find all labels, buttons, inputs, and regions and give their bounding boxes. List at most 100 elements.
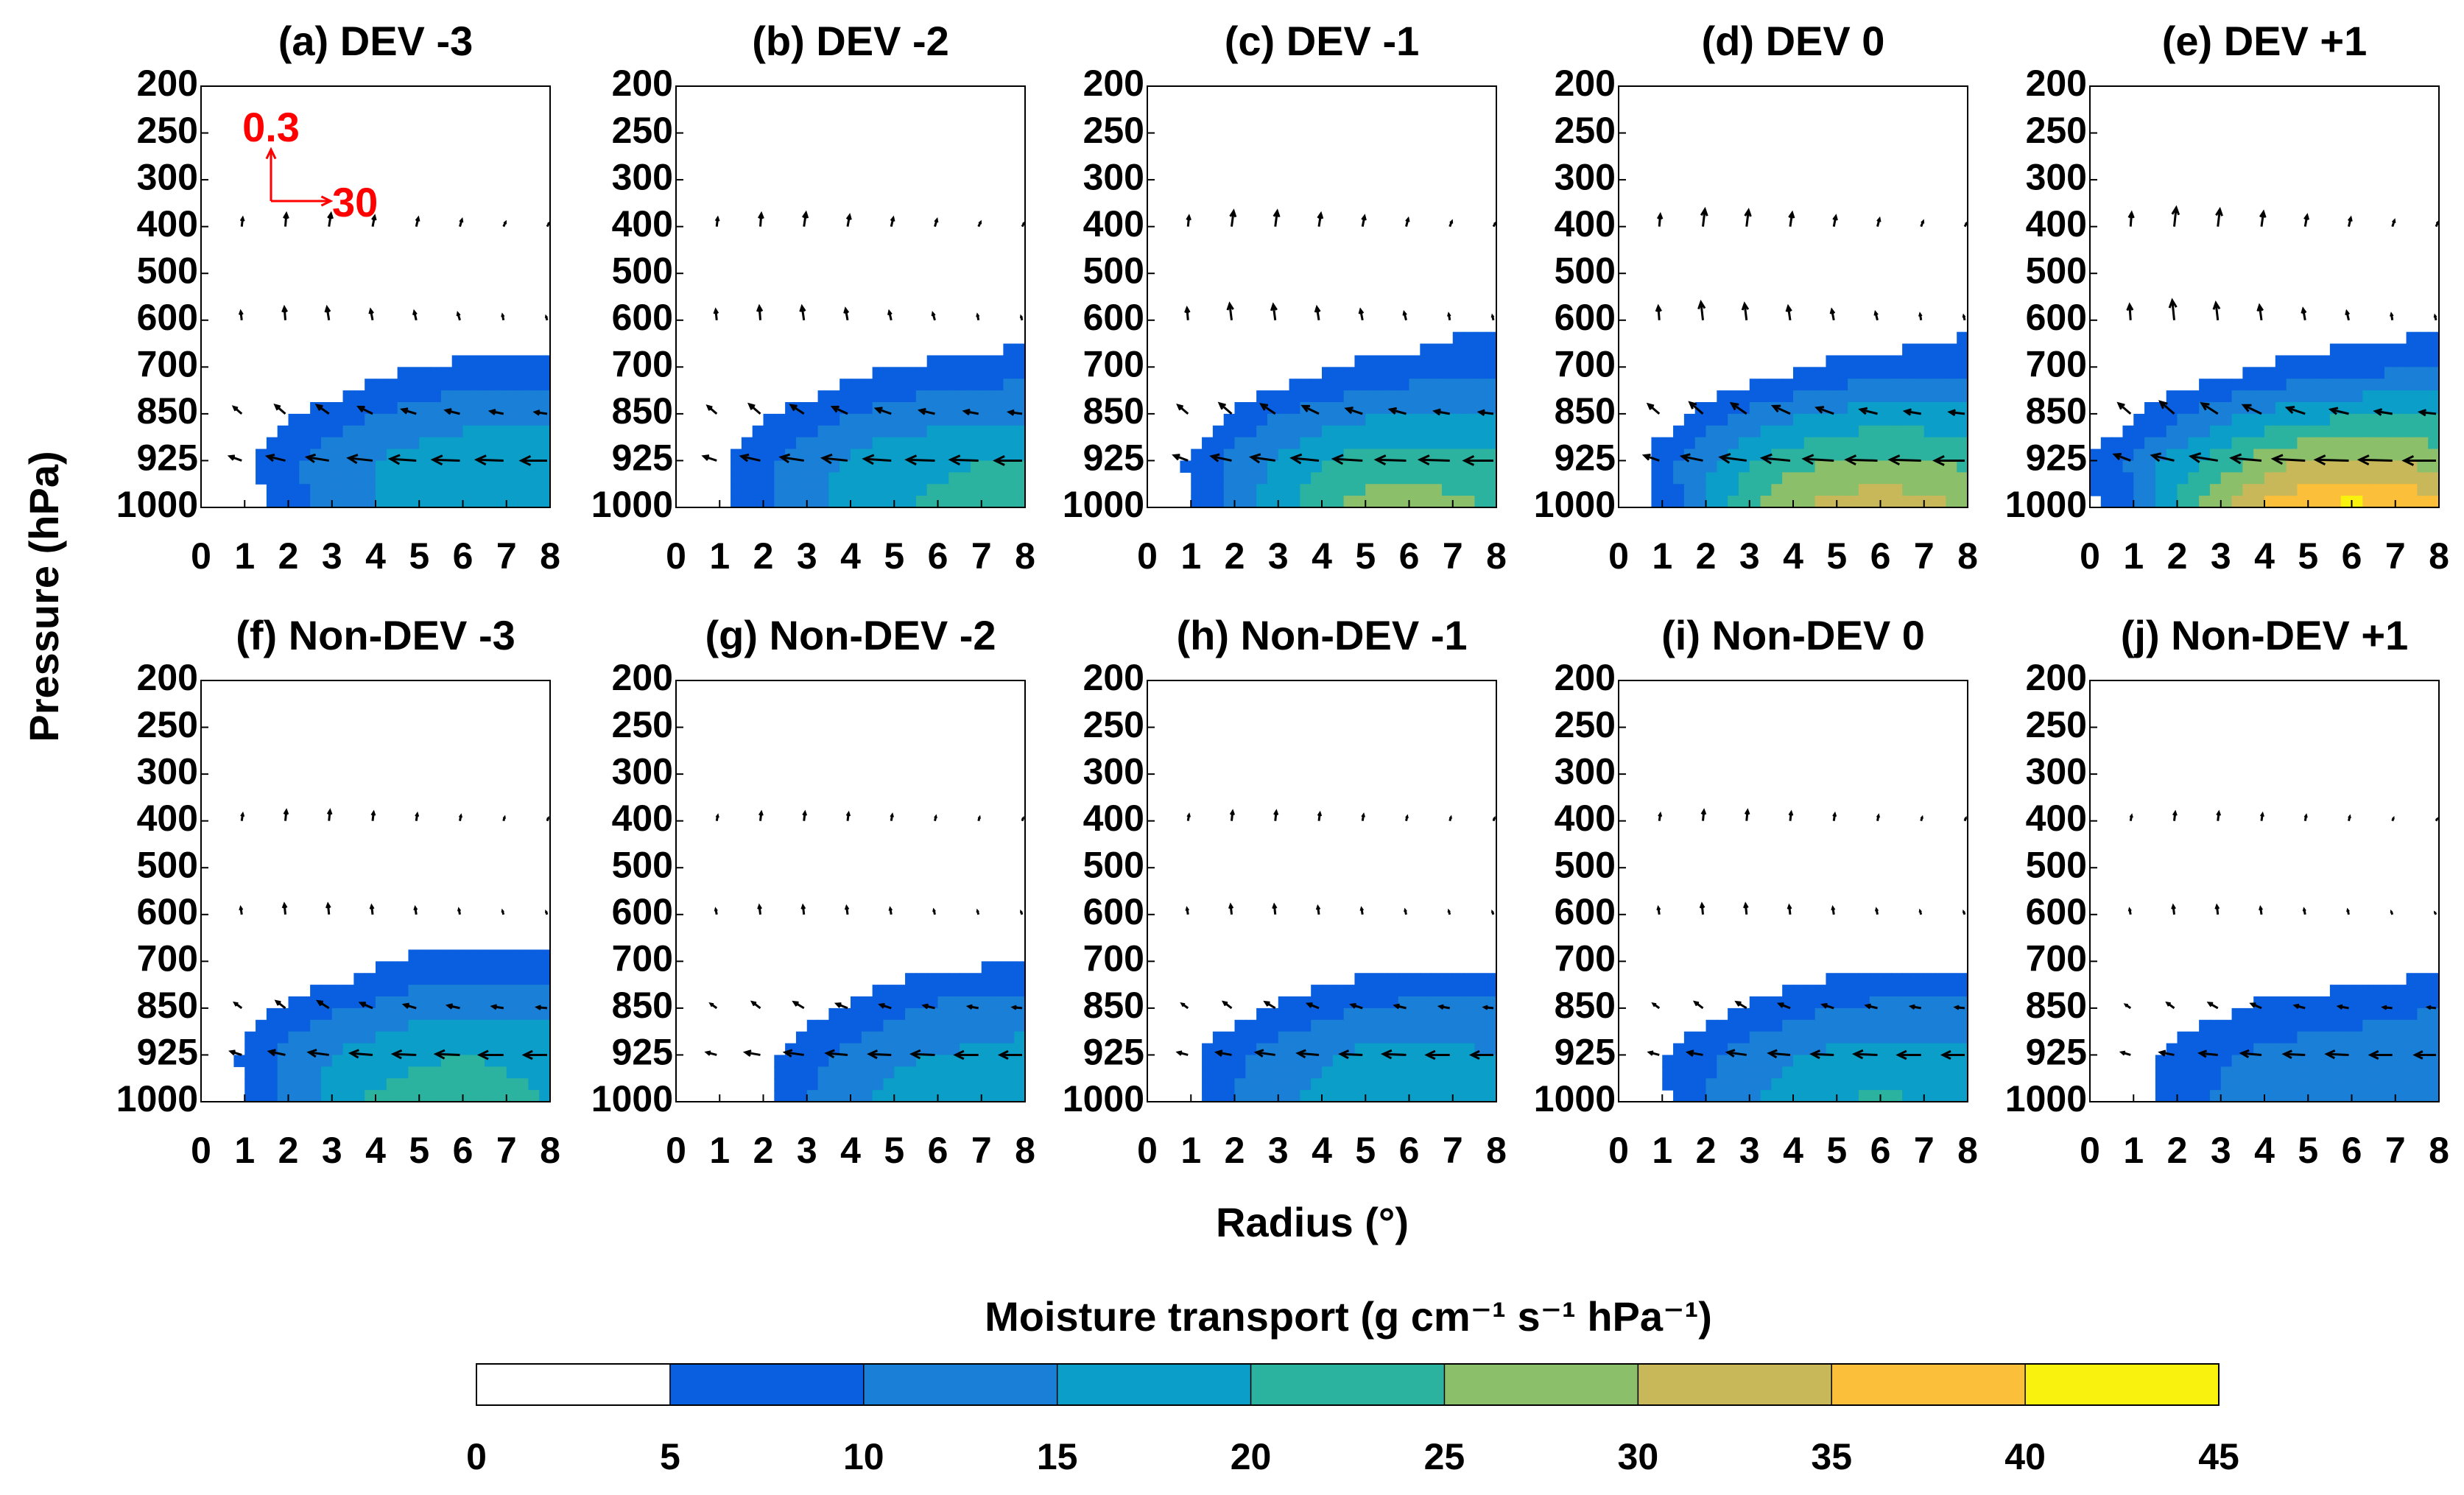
contour-cell (331, 1055, 344, 1067)
contour-cell (1749, 425, 1761, 438)
x-tick-label: 1 (709, 535, 730, 577)
vector-arrow (315, 999, 330, 1010)
contour-cell (1365, 390, 1377, 403)
contour-cell (266, 1078, 278, 1091)
contour-cell (2199, 413, 2211, 426)
contour-cell (1858, 484, 1870, 496)
vector-arrow (1918, 908, 1923, 915)
x-tick-label: 4 (1312, 1130, 1332, 1171)
contour-cell (2395, 1031, 2407, 1044)
contour-cell (288, 1055, 300, 1067)
contour-cell (1826, 425, 1837, 438)
contour-cell (828, 437, 840, 450)
contour-cell (1782, 1031, 1794, 1044)
contour-cell (2209, 484, 2222, 496)
contour-cell (1869, 1007, 1882, 1021)
contour-cell (839, 379, 851, 391)
vector-arrow (458, 813, 463, 821)
contour-cell (419, 437, 431, 450)
contour-cell (320, 496, 333, 508)
contour-cell (1420, 402, 1432, 415)
contour-cell (1267, 1055, 1279, 1067)
contour-cell (1431, 355, 1443, 367)
vector-arrow (1361, 812, 1365, 821)
contour-cell (883, 379, 895, 391)
vector-arrow (1831, 905, 1836, 915)
contour-cell (1891, 1090, 1903, 1102)
contour-cell (2242, 1090, 2254, 1102)
contour-cell (1267, 460, 1279, 473)
contour-cell (2384, 1007, 2396, 1021)
contour-cell (861, 1078, 873, 1091)
contour-cell (440, 460, 453, 473)
contour-cell (1738, 1043, 1750, 1056)
contour-cell (539, 996, 551, 1009)
vector-arrow (1184, 306, 1191, 320)
contour-cell (430, 1066, 442, 1079)
contour-cell (1398, 1078, 1410, 1091)
contour-cell (2319, 413, 2331, 426)
contour-cell (2199, 437, 2211, 450)
y-tick-label: 700 (612, 938, 673, 979)
vector-arrow (932, 907, 936, 915)
y-tick-label: 200 (612, 657, 673, 698)
contour-cell (506, 402, 518, 415)
vector-arrow (1963, 910, 1966, 915)
contour-cell (506, 472, 518, 485)
contour-cell (774, 1090, 786, 1102)
contour-cell (2406, 985, 2418, 997)
contour-cell (2340, 343, 2353, 356)
contour-cell (1738, 437, 1750, 450)
x-tick-label: 6 (2342, 535, 2362, 577)
contour-cell (1398, 1043, 1410, 1056)
contour-cell (894, 496, 906, 508)
contour-cell (408, 1055, 420, 1067)
contour-cell (839, 1019, 851, 1033)
contour-cell (1354, 1066, 1366, 1079)
contour-cell (1728, 413, 1739, 426)
contour-cell (2242, 425, 2254, 438)
contour-cell (1880, 1055, 1892, 1067)
contour-cell (1014, 484, 1026, 496)
contour-cell (1760, 1078, 1772, 1091)
contour-cell (310, 1007, 322, 1021)
contour-cell (1365, 437, 1377, 450)
contour-cell (2395, 460, 2407, 473)
vector-arrow (2206, 1002, 2219, 1010)
contour-cell (2351, 472, 2363, 485)
contour-cell (365, 985, 376, 997)
contour-cell (408, 973, 420, 985)
contour-cell (386, 496, 398, 508)
contour-cell (861, 1066, 873, 1079)
contour-cell (915, 425, 928, 438)
x-tick-label: 7 (971, 1130, 992, 1171)
contour-cell (331, 1043, 344, 1056)
contour-cell (2340, 472, 2353, 485)
contour-cell (539, 1031, 551, 1044)
contour-cell (2264, 1007, 2276, 1021)
contour-cell (785, 1078, 797, 1091)
contour-cell (320, 448, 333, 462)
contour-cell (1343, 460, 1356, 473)
contour-cell (1793, 1066, 1805, 1079)
contour-cell (310, 460, 322, 473)
vector-arrow (546, 815, 549, 822)
contour-cell (517, 1019, 529, 1033)
panel-title: (g) Non-DEV -2 (705, 612, 996, 658)
vector-arrow (2259, 811, 2264, 821)
contour-cell (1793, 413, 1805, 426)
contour-cell (2329, 355, 2342, 367)
contour-cell (2264, 484, 2276, 496)
contour-cell (1332, 496, 1345, 508)
contour-cell (1662, 496, 1674, 508)
contour-cell (2144, 460, 2156, 473)
contour-cell (386, 413, 398, 426)
x-tick-label: 6 (453, 535, 474, 577)
contour-cell (1771, 460, 1783, 473)
contour-cell (1202, 496, 1214, 508)
contour-cell (419, 985, 431, 997)
contour-cell (462, 379, 474, 391)
vector-arrow (1492, 221, 1497, 228)
contour-cell (1749, 1019, 1761, 1033)
contour-cell (2417, 973, 2429, 985)
